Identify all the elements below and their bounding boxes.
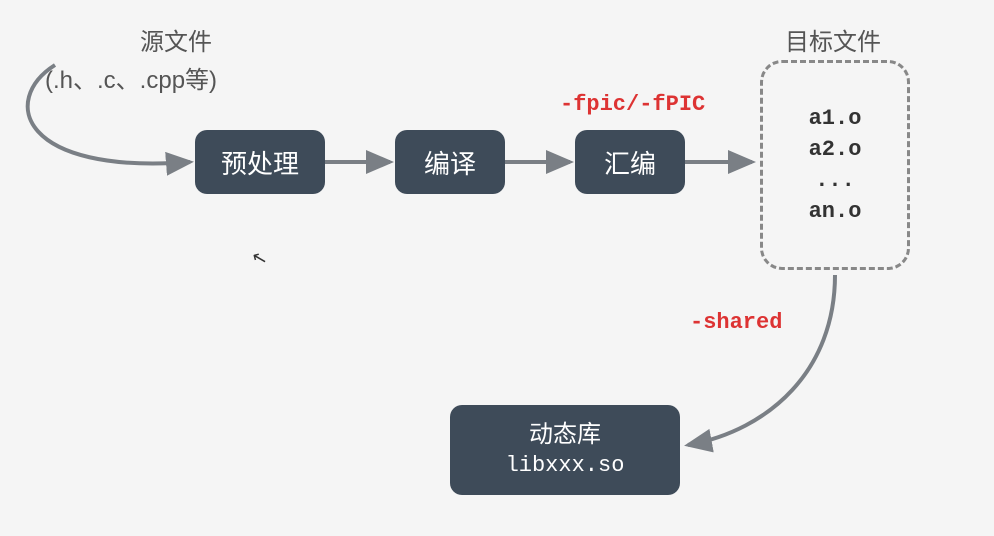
target-file: an.o — [809, 199, 862, 224]
stage-assemble: 汇编 — [575, 130, 685, 194]
source-title: 源文件 — [140, 22, 212, 57]
flag-pic: -fpic/-fPIC — [560, 92, 705, 117]
target-box: a1.o a2.o ... an.o — [760, 60, 910, 270]
target-file: ... — [815, 168, 855, 193]
source-subtitle: (.h、.c、.cpp等) — [45, 60, 217, 95]
edge-target-lib — [688, 275, 835, 445]
lib-filename: libxxx.so — [506, 451, 625, 481]
target-title: 目标文件 — [785, 22, 881, 57]
diagram-canvas: 源文件 (.h、.c、.cpp等) 预处理 编译 汇编 -fpic/-fPIC … — [0, 0, 994, 536]
target-file: a1.o — [809, 106, 862, 131]
lib-box: 动态库 libxxx.so — [450, 405, 680, 495]
target-file: a2.o — [809, 137, 862, 162]
flag-shared: -shared — [690, 310, 782, 335]
cursor-icon: ↖ — [250, 246, 270, 270]
stage-preprocess: 预处理 — [195, 130, 325, 194]
stage-compile: 编译 — [395, 130, 505, 194]
lib-title: 动态库 — [529, 419, 601, 451]
